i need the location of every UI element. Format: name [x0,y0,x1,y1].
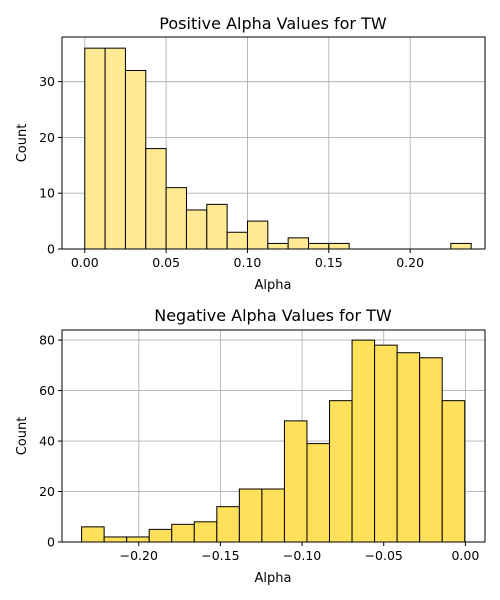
y-tick-label: 60 [39,383,55,398]
x-tick-label: −0.05 [365,548,403,563]
histogram-bar [84,47,106,250]
histogram-bar [148,528,173,543]
histogram-bars [81,339,466,543]
x-tick-label: 0.05 [152,255,180,270]
histogram-bar [441,400,466,543]
x-tick-label: −0.10 [283,548,321,563]
histogram-bar [193,521,218,543]
histogram-bar [81,526,105,543]
histogram-bar [261,488,285,543]
chart-title: Positive Alpha Values for TW [159,14,387,33]
axis-ticks: 0.00 0.05 0.10 0.15 0.20 0 10 20 30 [39,74,424,270]
histogram-bar [396,352,421,543]
histogram-bar [226,231,248,250]
x-tick-label: 0.15 [315,255,343,270]
histogram-bar [103,536,128,543]
histogram-bar [306,443,331,543]
histogram-bar [126,536,150,543]
x-axis-label: Alpha [255,278,292,293]
histogram-bar [351,339,376,543]
histogram-bar [238,488,263,543]
histogram-bar [165,187,187,250]
y-tick-label: 0 [47,535,55,550]
y-tick-label: 40 [39,434,55,449]
axis-ticks: −0.20 −0.15 −0.10 −0.05 0.00 0 20 40 60 80 [39,333,479,563]
negative-alpha-histogram: Negative Alpha Values for TW −0.20 −0.15−… [15,306,486,586]
y-tick-label: 20 [39,130,55,145]
histogram-bar [124,69,147,250]
y-tick-label: 0 [47,242,55,257]
histogram-bar [419,357,443,543]
histogram-bar [206,203,228,250]
x-tick-label: −0.20 [120,548,158,563]
histogram-bar [328,242,350,250]
y-axis-label: Count [15,124,30,163]
histogram-bar [104,47,126,250]
histogram-bar [374,344,398,543]
y-tick-label: 10 [39,186,55,201]
histogram-bar [329,400,353,543]
histogram-bar [171,523,195,543]
histogram-bar [185,209,208,250]
x-tick-label: 0.10 [234,255,262,270]
histogram-bar [287,237,309,250]
y-tick-label: 20 [39,484,55,499]
histogram-bar [307,242,330,250]
x-axis-label: Alpha [255,571,292,586]
y-tick-label: 80 [39,333,55,348]
histogram-bar [267,242,289,250]
y-tick-label: 30 [39,74,55,89]
histogram-bar [283,420,308,543]
chart-title: Negative Alpha Values for TW [154,306,392,325]
x-tick-label: −0.15 [201,548,239,563]
plot-frame [61,36,486,250]
histogram-bar [246,220,269,250]
histogram-bar [216,506,240,543]
x-tick-label: 0.00 [71,255,99,270]
x-tick-label: 0.00 [451,548,479,563]
histogram-bars [84,47,472,250]
x-tick-label: 0.20 [396,255,424,270]
plot-frame [61,329,486,543]
positive-alpha-histogram: Positive Alpha Values for TW 0.00 0.05 0.1… [15,14,486,293]
y-axis-label: Count [15,417,30,456]
histogram-bar [450,242,472,250]
histogram-bar [145,148,167,250]
